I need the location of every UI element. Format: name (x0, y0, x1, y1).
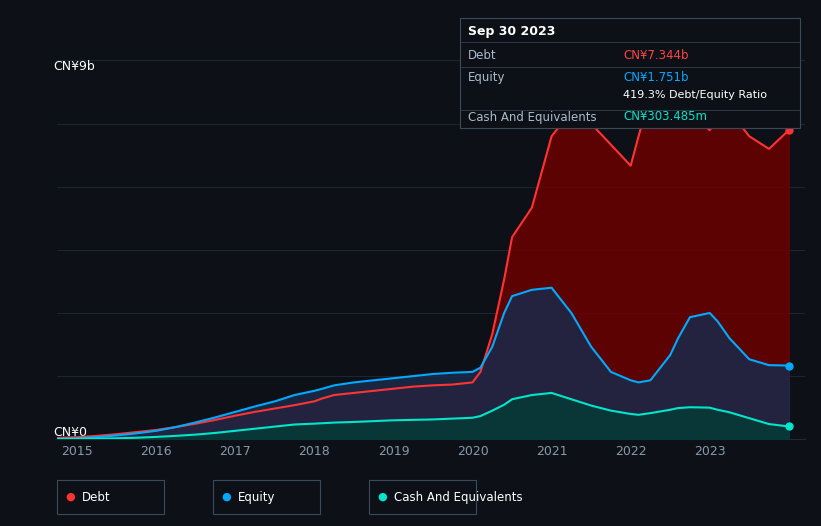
Text: 419.3% Debt/Equity Ratio: 419.3% Debt/Equity Ratio (623, 90, 767, 100)
Text: Equity: Equity (238, 491, 276, 503)
Text: Debt: Debt (468, 49, 497, 63)
Text: Cash And Equivalents: Cash And Equivalents (468, 110, 597, 124)
Text: Equity: Equity (468, 72, 506, 84)
Text: CN¥303.485m: CN¥303.485m (623, 110, 707, 124)
Text: CN¥1.751b: CN¥1.751b (623, 72, 689, 84)
Text: ●: ● (66, 492, 76, 502)
Text: CN¥9b: CN¥9b (53, 60, 95, 74)
Text: CN¥7.344b: CN¥7.344b (623, 49, 689, 63)
Text: Debt: Debt (82, 491, 111, 503)
Text: Sep 30 2023: Sep 30 2023 (468, 25, 556, 38)
Text: CN¥0: CN¥0 (53, 426, 88, 439)
Text: ●: ● (378, 492, 388, 502)
Text: ●: ● (222, 492, 232, 502)
Text: Cash And Equivalents: Cash And Equivalents (394, 491, 523, 503)
